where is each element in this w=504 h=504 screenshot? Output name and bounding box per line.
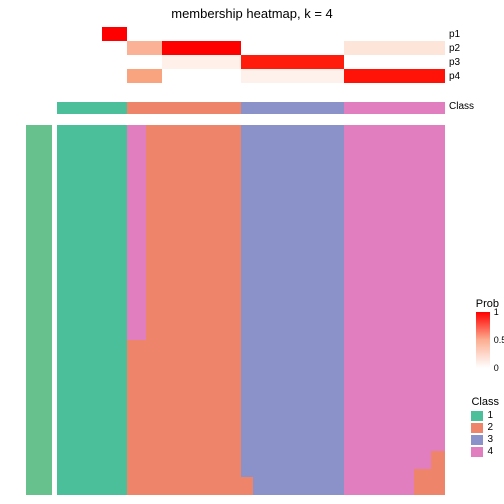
- prob-cell: [102, 69, 127, 83]
- prob-cell: [102, 41, 127, 55]
- legend-class-item: 3: [471, 434, 499, 445]
- prob-row-p3: [57, 55, 445, 69]
- heatmap-column: [162, 125, 242, 495]
- heatmap-segment: [127, 125, 146, 340]
- prob-cell: [102, 27, 127, 41]
- row-label-p4: p4: [449, 71, 460, 82]
- heatmap-segment: [146, 125, 162, 495]
- prob-cell: [162, 69, 242, 83]
- heatmap-segment: [431, 451, 445, 495]
- class-strip-cell: [162, 102, 242, 114]
- prob-cell: [127, 41, 162, 55]
- heatmap-column: [102, 125, 127, 495]
- prob-cell: [344, 41, 445, 55]
- prob-cell: [127, 27, 162, 41]
- legend-prob-tick-1: 1: [494, 307, 499, 317]
- prob-cell: [344, 27, 445, 41]
- heatmap-segment: [162, 125, 242, 495]
- left-annotation-bar: [26, 125, 52, 495]
- heatmap-segment: [414, 469, 431, 495]
- heatmap-body: [57, 125, 445, 495]
- prob-cell: [344, 69, 445, 83]
- legend-swatch-label: 3: [487, 434, 493, 445]
- legend-swatch-label: 2: [487, 422, 493, 433]
- heatmap-column: [57, 125, 102, 495]
- legend-swatch: [471, 411, 483, 421]
- legend-class-title: Class: [471, 396, 499, 408]
- legend-prob: Prob 1 0.5 0: [476, 298, 499, 368]
- class-strip-cell: [241, 102, 344, 114]
- row-label-p2: p2: [449, 43, 460, 54]
- class-strip-cell: [127, 102, 162, 114]
- prob-cell: [127, 69, 162, 83]
- heatmap-segment: [253, 125, 344, 495]
- prob-row-p4: [57, 69, 445, 83]
- class-strip-cell: [102, 102, 127, 114]
- prob-cell: [102, 55, 127, 69]
- legend-swatch: [471, 435, 483, 445]
- heatmap-column: [431, 125, 445, 495]
- prob-cell: [57, 41, 102, 55]
- prob-row-p1: [57, 27, 445, 41]
- heatmap-segment: [241, 477, 253, 496]
- heatmap-segment: [127, 340, 146, 495]
- top-annotation-block: [57, 27, 445, 83]
- row-label-p3: p3: [449, 57, 460, 68]
- prob-row-p2: [57, 41, 445, 55]
- legend-class: Class 1234: [471, 396, 499, 457]
- heatmap-segment: [241, 125, 253, 477]
- row-label-p1: p1: [449, 29, 460, 40]
- heatmap-column: [127, 125, 146, 495]
- legend-class-item: 2: [471, 422, 499, 433]
- legend-swatch-label: 4: [487, 446, 493, 457]
- heatmap-column: [344, 125, 414, 495]
- class-strip: [57, 102, 445, 114]
- prob-cell: [344, 55, 445, 69]
- prob-cell: [57, 69, 102, 83]
- legend-swatch: [471, 447, 483, 457]
- heatmap-segment: [431, 125, 445, 451]
- legend-class-item: 1: [471, 410, 499, 421]
- class-strip-cell: [57, 102, 102, 114]
- prob-cell: [162, 27, 242, 41]
- heatmap-segment: [102, 125, 127, 495]
- heatmap-column: [146, 125, 162, 495]
- class-strip-cell: [344, 102, 445, 114]
- prob-cell: [57, 55, 102, 69]
- prob-cell: [241, 69, 344, 83]
- heatmap-segment: [344, 125, 414, 495]
- heatmap-segment: [57, 125, 102, 495]
- heatmap-column: [253, 125, 344, 495]
- prob-cell: [127, 55, 162, 69]
- prob-cell: [162, 41, 242, 55]
- heatmap-column: [414, 125, 431, 495]
- legend-prob-tick-05: 0.5: [494, 335, 504, 345]
- heatmap-column: [241, 125, 253, 495]
- legend-swatch: [471, 423, 483, 433]
- chart-title: membership heatmap, k = 4: [0, 6, 504, 21]
- legend-class-item: 4: [471, 446, 499, 457]
- prob-cell: [241, 41, 344, 55]
- heatmap-segment: [414, 125, 431, 469]
- legend-prob-gradient: 1 0.5 0: [476, 312, 490, 368]
- prob-cell: [57, 27, 102, 41]
- prob-cell: [241, 55, 344, 69]
- prob-cell: [162, 55, 242, 69]
- prob-cell: [241, 27, 344, 41]
- legend-prob-tick-0: 0: [494, 363, 499, 373]
- row-label-class: Class: [449, 101, 474, 112]
- legend-swatch-label: 1: [487, 410, 493, 421]
